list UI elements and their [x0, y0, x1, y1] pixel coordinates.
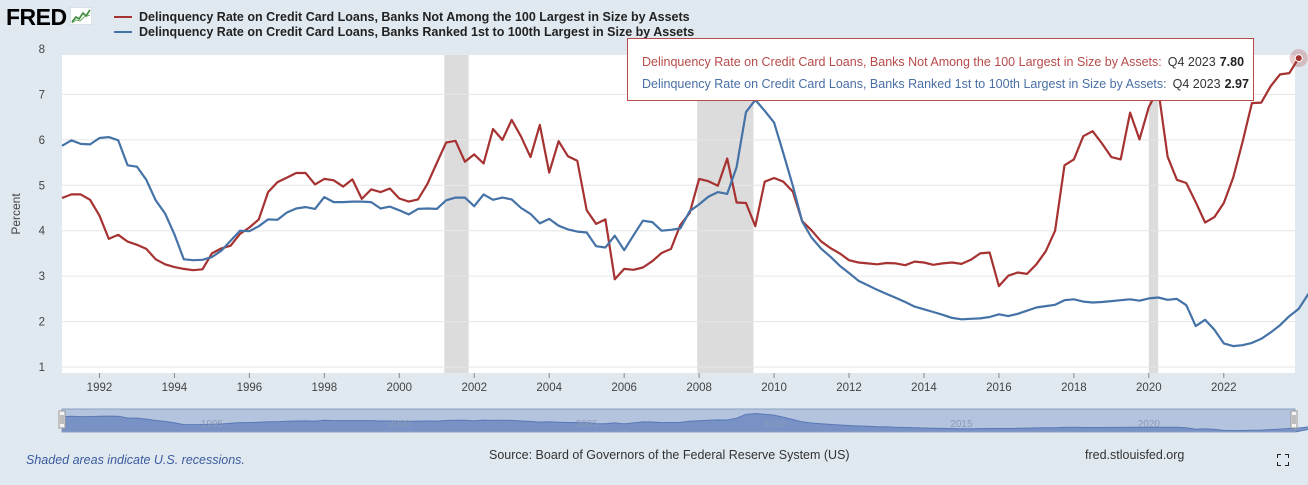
navigator-handle-right[interactable]: [1290, 410, 1298, 429]
tooltip-value: 2.97: [1224, 77, 1249, 91]
navigator-label: 2000: [388, 419, 411, 430]
x-tick-label: 2004: [536, 382, 562, 394]
x-tick-label: 2022: [1211, 382, 1237, 394]
x-tick-label: 2000: [386, 382, 412, 394]
chart-logo-icon: [69, 7, 92, 25]
navigator-label: 1995: [201, 419, 224, 430]
legend-label: Delinquency Rate on Credit Card Loans, B…: [139, 10, 690, 24]
legend-swatch-blue: [114, 30, 132, 33]
x-tick-label: 2002: [461, 382, 487, 394]
recession-band: [697, 55, 754, 373]
legend-item-small-banks[interactable]: Delinquency Rate on Credit Card Loans, B…: [114, 10, 694, 25]
recession-band: [444, 55, 469, 373]
x-tick-label: 2012: [836, 382, 862, 394]
x-axis: 1992 1994 1996 1998 2000 2002 2004 2006 2008 2010…: [87, 373, 1237, 394]
y-axis-title: Percent: [9, 193, 23, 235]
navigator-axis: 1995 2000 2005 2010 2015 2020: [201, 419, 1161, 430]
y-tick-label: 7: [39, 89, 45, 101]
y-tick-label: 1: [39, 362, 45, 374]
recession-band: [1148, 55, 1159, 373]
site-link[interactable]: fred.stlouisfed.org: [1085, 448, 1185, 462]
y-tick-label: 5: [39, 180, 45, 192]
plot-area: [62, 55, 1295, 373]
navigator-label: 2015: [950, 419, 973, 430]
y-axis: 1 2 3 4 5 6 7 8: [39, 44, 46, 374]
tooltip-series-label: Delinquency Rate on Credit Card Loans, B…: [642, 55, 1162, 69]
x-tick-label: 1996: [237, 382, 263, 394]
tooltip-value: 7.80: [1219, 55, 1245, 69]
tooltip: Delinquency Rate on Credit Card Loans, B…: [627, 38, 1254, 101]
tooltip-series-label: Delinquency Rate on Credit Card Loans, B…: [642, 77, 1167, 91]
y-tick-label: 4: [39, 226, 46, 238]
navigator-handle-left[interactable]: [58, 410, 66, 429]
tooltip-date: Q4 2023: [1172, 77, 1221, 91]
legend-label: Delinquency Rate on Credit Card Loans, B…: [139, 24, 695, 39]
x-tick-label: 1998: [312, 382, 338, 394]
source-text: Source: Board of Governors of the Federa…: [489, 448, 850, 462]
tooltip-date: Q4 2023: [1167, 55, 1216, 69]
navigator-selection[interactable]: [61, 408, 1296, 433]
x-tick-label: 2008: [686, 382, 712, 394]
navigator-label: 2010: [763, 419, 786, 430]
y-tick-label: 8: [39, 44, 45, 56]
end-markers: [1289, 49, 1308, 68]
recession-note: Shaded areas indicate U.S. recessions.: [26, 453, 245, 467]
navigator-label: 2020: [1138, 419, 1161, 430]
chart-legend: Delinquency Rate on Credit Card Loans, B…: [114, 10, 694, 39]
x-tick-label: 2016: [986, 382, 1012, 394]
tooltip-row: Delinquency Rate on Credit Card Loans, B…: [642, 73, 1253, 95]
series-line-large-banks: [61, 98, 1308, 348]
legend-swatch-red: [114, 16, 132, 19]
logo-text: FRED: [6, 4, 67, 30]
navigator-label: 2005: [576, 419, 599, 430]
tooltip-row: Delinquency Rate on Credit Card Loans, B…: [642, 51, 1253, 73]
x-tick-label: 1992: [87, 382, 113, 394]
fred-logo[interactable]: FRED: [6, 4, 92, 30]
x-tick-label: 2014: [911, 382, 937, 394]
y-tick-label: 2: [39, 317, 45, 329]
legend-item-large-banks[interactable]: Delinquency Rate on Credit Card Loans, B…: [114, 25, 694, 40]
x-tick-label: 2020: [1136, 382, 1162, 394]
y-tick-label: 6: [39, 135, 45, 147]
recession-shading: [444, 55, 1159, 373]
series-lines: [61, 57, 1308, 348]
end-marker: [1294, 54, 1303, 63]
navigator-series-area: [61, 412, 1308, 433]
fullscreen-icon[interactable]: [1277, 454, 1289, 466]
series-line-small-banks: [61, 57, 1300, 288]
x-tick-label: 2018: [1061, 382, 1087, 394]
x-tick-label: 2006: [611, 382, 637, 394]
x-tick-label: 1994: [162, 382, 188, 394]
y-tick-label: 3: [39, 271, 45, 283]
x-tick-label: 2010: [761, 382, 787, 394]
